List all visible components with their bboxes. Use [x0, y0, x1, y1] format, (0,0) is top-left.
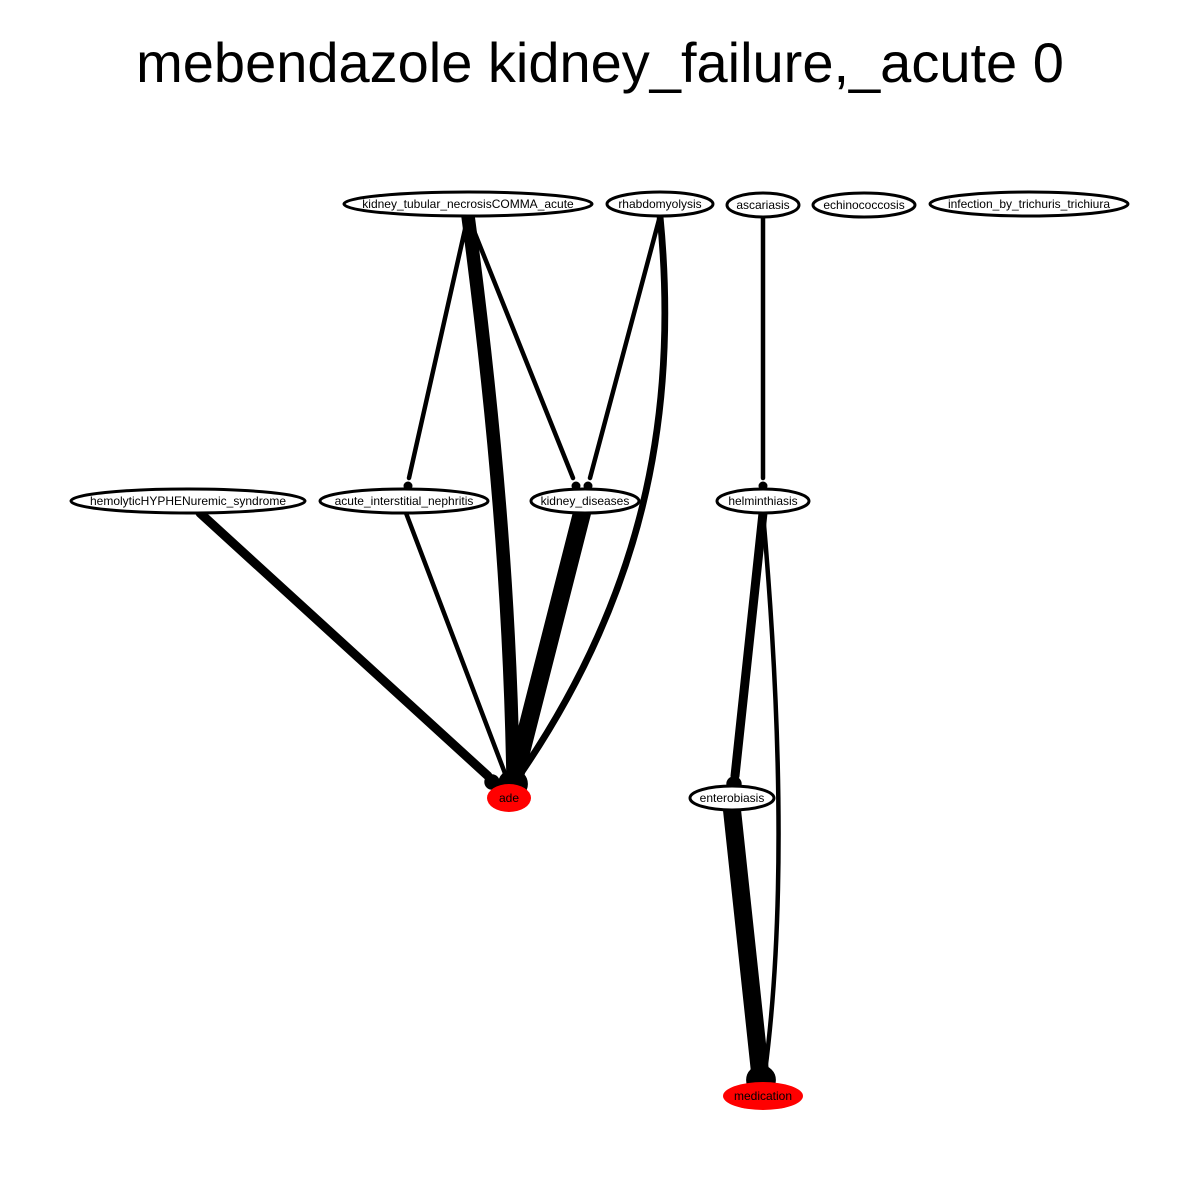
edge-ktn-to-ain: [403, 213, 471, 491]
node-hus: hemolyticHYPHENuremic_syndrome: [69, 487, 307, 515]
node-trichuris: infection_by_trichuris_trichiura: [928, 190, 1130, 218]
node-shape: [811, 191, 917, 219]
node-shape: [605, 190, 715, 218]
node-shape: [318, 487, 490, 515]
node-shape: [69, 487, 307, 515]
edge-line: [587, 213, 663, 481]
edge-line: [195, 508, 493, 781]
edge-line: [461, 209, 520, 783]
edge-ascariasis-to-helm: [758, 214, 768, 491]
node-label: enterobiasis: [700, 791, 765, 805]
edge-line: [465, 213, 576, 481]
node-shape: [723, 1082, 803, 1110]
node-label: kidney_tubular_necrosisCOMMA_acute: [362, 197, 574, 211]
edge-line: [515, 212, 669, 780]
node-entero: enterobiasis: [688, 784, 776, 812]
edge-line: [723, 801, 769, 1081]
node-echino: echinococcosis: [811, 191, 917, 219]
node-shape: [715, 487, 811, 515]
edge-rhabdo-to-kd: [583, 213, 663, 491]
node-shape: [928, 190, 1130, 218]
node-label: hemolyticHYPHENuremic_syndrome: [90, 494, 286, 508]
node-ain: acute_interstitial_nephritis: [318, 487, 490, 515]
node-shape: [487, 784, 531, 812]
edge-line: [760, 510, 781, 1075]
node-label: helminthiasis: [728, 494, 797, 508]
edge-helm-to-entero: [726, 508, 768, 792]
node-kd: kidney_diseases: [529, 487, 641, 515]
node-rhabdo: rhabdomyolysis: [605, 190, 715, 218]
node-shape: [725, 191, 801, 219]
node-label: ascariasis: [736, 198, 789, 212]
edge-line: [730, 508, 768, 781]
node-shape: [529, 487, 641, 515]
node-shape: [688, 784, 776, 812]
edge-hus-to-ade: [195, 508, 500, 790]
node-label: acute_interstitial_nephritis: [335, 494, 474, 508]
node-label: medication: [734, 1089, 792, 1103]
edge-line: [506, 504, 591, 785]
node-label: ade: [499, 791, 519, 805]
node-ktn: kidney_tubular_necrosisCOMMA_acute: [342, 190, 594, 218]
node-label: kidney_diseases: [541, 494, 630, 508]
node-medication: medication: [723, 1082, 803, 1110]
edge-line: [403, 510, 509, 779]
edge-line: [406, 213, 471, 481]
graph-title: mebendazole kidney_failure,_acute 0: [136, 31, 1064, 94]
edges-layer: [195, 209, 781, 1095]
node-ascariasis: ascariasis: [725, 191, 801, 219]
node-label: echinococcosis: [823, 198, 904, 212]
node-shape: [342, 190, 594, 218]
nodes-layer: kidney_tubular_necrosisCOMMA_acute rhabdo…: [69, 190, 1130, 1110]
node-label: infection_by_trichuris_trichiura: [948, 197, 1110, 211]
node-helm: helminthiasis: [715, 487, 811, 515]
node-ade: ade: [487, 784, 531, 812]
node-label: rhabdomyolysis: [618, 197, 701, 211]
